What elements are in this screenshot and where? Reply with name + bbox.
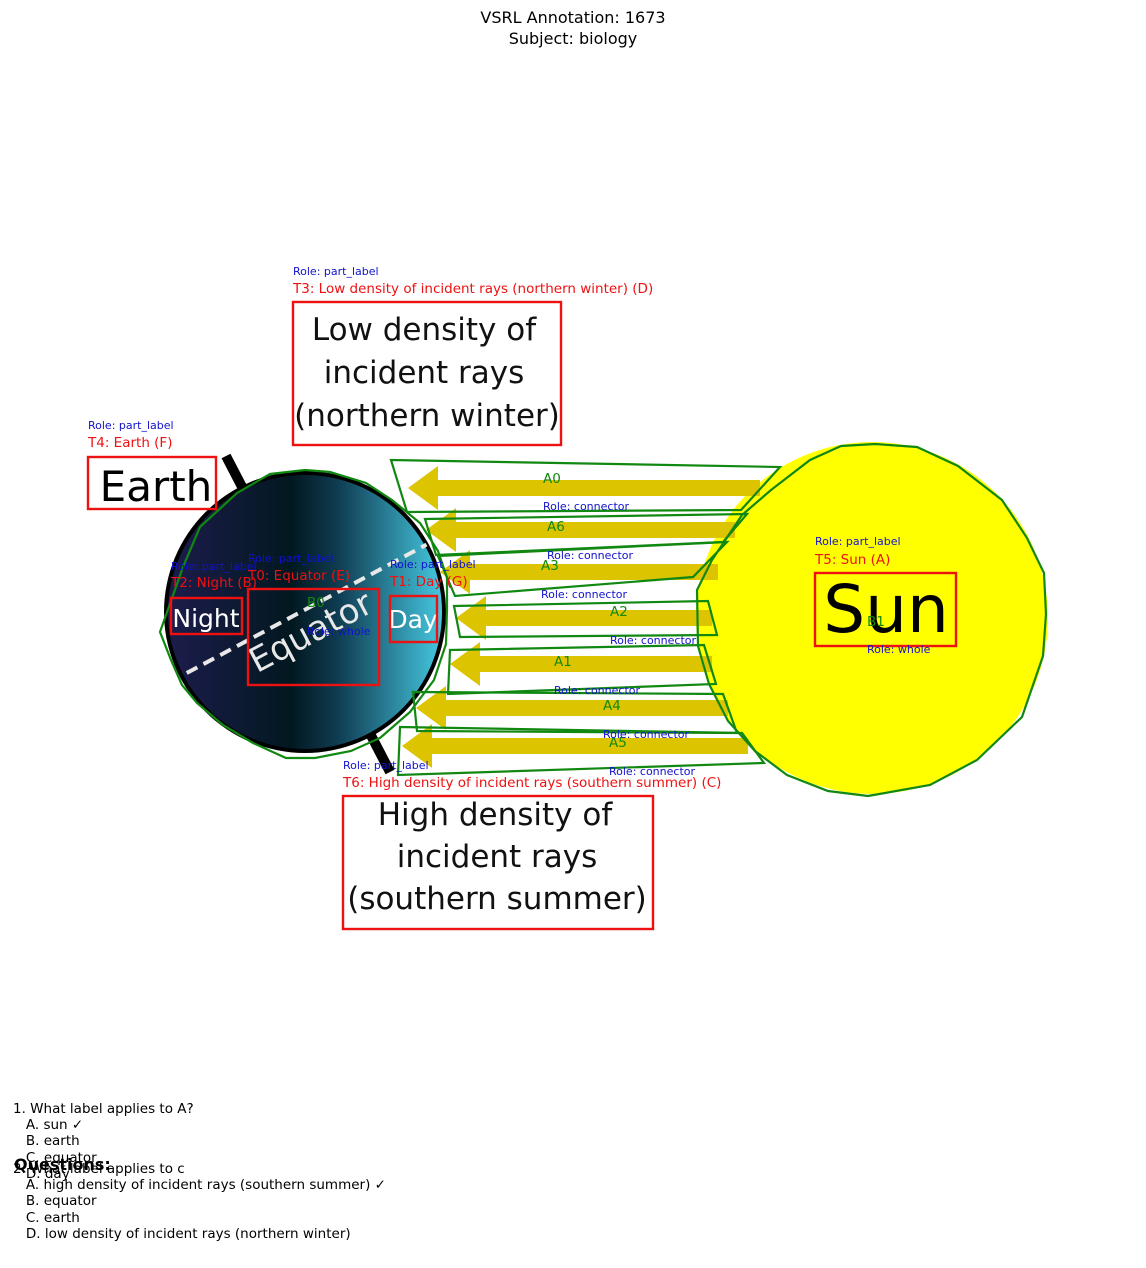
question-line: A. high density of incident rays (southe… [13,1177,386,1193]
sun-ray-arrow [416,686,728,730]
arrow-role-a3: Role: connector [541,588,627,601]
arrow-id-a1: A1 [554,654,572,670]
arrow-id-a6: A6 [547,519,565,535]
arrow-id-labels: A0 A6 A3 A2 A1 A4 A5 [541,471,628,751]
blob-id-b1: B1 [867,614,885,630]
label-t6: T6: High density of incident rays (south… [342,775,721,791]
blob-earth-outline [158,468,449,760]
svg-text:(southern summer): (southern summer) [347,881,647,917]
region-outlines [158,442,1048,798]
question-line: C. equator [13,1150,97,1166]
arrow-id-a4: A4 [603,698,621,714]
question-line: D. day [13,1166,70,1182]
text-box-roles: Role: part_label Role: part_label Role: … [88,265,901,772]
questions-title: Questions: [14,1155,111,1174]
svg-text:incident rays: incident rays [324,355,525,391]
arrow-id-a0: A0 [543,471,561,487]
role-t2: Role: part_label [171,560,257,573]
svg-text:(northern winter): (northern winter) [294,398,560,434]
sun-ray-arrow [450,642,712,686]
question-line: C. earth [13,1210,80,1226]
question-line: B. equator [13,1193,97,1209]
label-t0: T0: Equator (E) [247,568,350,584]
sun-ray-arrow [408,466,760,510]
sun-ray-arrow [456,596,712,640]
svg-text:High density of: High density of [378,797,614,833]
role-t3: Role: part_label [293,265,379,278]
night-word: Night [172,604,239,633]
arrow-role-a6: Role: connector [547,549,633,562]
label-t4: T4: Earth (F) [87,435,172,451]
box-t0-equator [246,587,381,687]
arrow-outline-a0 [389,458,783,514]
blob-role-b1: Role: whole [867,643,931,656]
box-t6-high-density [341,794,655,931]
question-line: D. low density of incident rays (norther… [13,1226,351,1242]
box-t4-earth [86,455,218,511]
question-line: A. sun ✓ [13,1117,84,1133]
text-box-labels: T0: Equator (E) T1: Day (G) T2: Night (B… [87,281,890,791]
sun-ray-arrow [440,550,718,594]
label-t2: T2: Night (B) [170,575,257,591]
text-boxes [86,300,958,931]
box-t3-low-density [291,300,563,447]
question-line: 2. What label applies to c [13,1161,185,1177]
arrow-id-a5: A5 [609,735,627,751]
sun-disc [696,442,1048,794]
question-line: B. earth [13,1133,80,1149]
role-t6: Role: part_label [343,759,429,772]
arrow-outline-a1 [446,643,718,696]
role-t4: Role: part_label [88,419,174,432]
arrow-role-labels: Role: connector Role: connector Role: co… [541,500,696,778]
day-word: Day [388,605,438,634]
earth-word: Earth [100,462,213,511]
box-t1-day [388,594,439,644]
label-t1: T1: Day (G) [389,574,468,590]
label-t5: T5: Sun (A) [814,552,890,568]
blob-role-b0: Role: whole [307,625,371,638]
role-t0: Role: part_label [248,552,334,565]
arrow-id-a2: A2 [610,604,628,620]
low-density-label: Low density of incident rays (northern w… [294,312,560,434]
role-t1: Role: part_label [390,558,476,571]
arrow-role-a2: Role: connector [610,634,696,647]
blob-id-b0: B0 [307,595,325,611]
label-t3: T3: Low density of incident rays (northe… [292,281,653,297]
blob-labels: B0 Role: whole B1 Role: whole [307,595,931,656]
high-density-label: High density of incident rays (southern … [347,797,647,917]
annotation-title: VSRL Annotation: 1673 [480,8,666,27]
arrow-role-a0: Role: connector [543,500,629,513]
arrow-outline-a3 [436,540,730,598]
box-t5-sun [813,571,958,648]
sun-rays [402,466,760,768]
sun-ray-arrow [402,724,748,768]
arrow-outline-a5 [396,725,767,777]
arrow-role-a1: Role: connector [554,684,640,697]
arrow-role-a5: Role: connector [609,765,695,778]
earth-globe [164,471,446,753]
subject-title: Subject: biology [508,29,638,48]
question-line: 1. What label applies to A? [13,1101,194,1117]
sun-word: Sun [823,571,949,648]
arrow-outline-a2 [452,599,719,639]
arrow-id-a3: A3 [541,558,559,574]
box-t2-night [169,596,244,636]
svg-text:incident rays: incident rays [397,839,598,875]
arrow-role-a4: Role: connector [603,728,689,741]
sun-ray-arrow [426,508,735,552]
role-t5: Role: part_label [815,535,901,548]
svg-text:Low density of: Low density of [312,312,537,348]
